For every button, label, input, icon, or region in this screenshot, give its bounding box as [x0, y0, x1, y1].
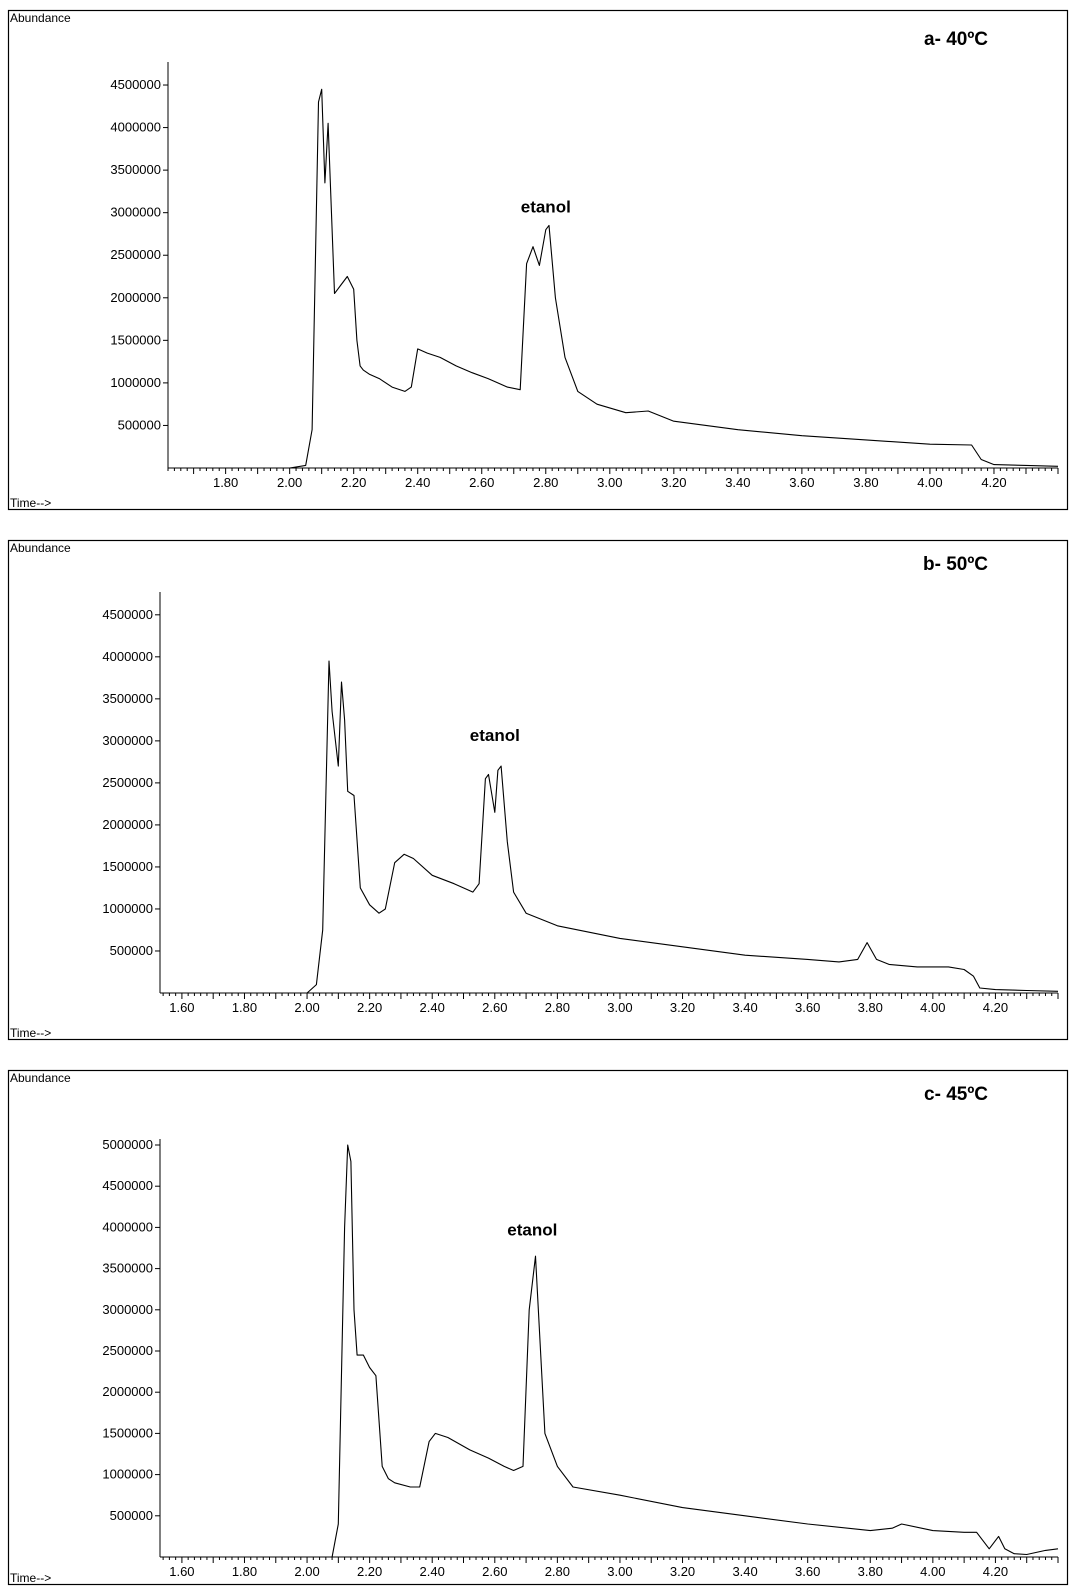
x-tick-label-b: 2.20	[357, 1000, 382, 1015]
x-tick-label-b: 3.80	[858, 1000, 883, 1015]
x-tick-label-c: 1.80	[232, 1564, 257, 1579]
x-tick-label-a: 3.60	[789, 475, 814, 490]
x-tick-label-b: 2.60	[482, 1000, 507, 1015]
chart-a-svg: Abundance Time--> a- 40ºC 500000 1000000 1500…	[7, 9, 1069, 511]
y-tick-label-a: 500000	[118, 417, 161, 432]
y-tick-label-a: 2500000	[110, 247, 161, 262]
chromatogram-panel-b: Abundance Time--> b- 50ºC 500000 1000000 1500…	[7, 539, 1069, 1041]
x-axis-label-c: Time-->	[10, 1571, 51, 1585]
x-tick-label-b: 3.40	[732, 1000, 757, 1015]
x-tick-label-a: 3.80	[853, 475, 878, 490]
chromatogram-trace-c	[160, 1144, 1059, 1558]
x-tick-label-c: 2.80	[545, 1564, 570, 1579]
y-tick-label-a: 4500000	[110, 77, 161, 92]
x-tick-label-b: 2.40	[420, 1000, 445, 1015]
x-tick-label-b: 3.00	[607, 1000, 632, 1015]
x-axis-label-b: Time-->	[10, 1026, 51, 1040]
x-axis-label-a: Time-->	[10, 496, 51, 510]
y-tick-label-b: 1000000	[102, 901, 153, 916]
x-tick-label-c: 3.40	[732, 1564, 757, 1579]
x-tick-label-a: 2.60	[469, 475, 494, 490]
x-tick-label-b: 1.60	[169, 1000, 194, 1015]
y-tick-label-a: 4000000	[110, 120, 161, 135]
peak-label-etanol-b: etanol	[470, 726, 520, 745]
x-tick-label-c: 2.00	[294, 1564, 319, 1579]
x-tick-label-c: 4.00	[920, 1564, 945, 1579]
y-tick-label-c: 1500000	[102, 1425, 153, 1440]
chromatogram-panel-a: Abundance Time--> a- 40ºC 500000 1000000 1500…	[7, 9, 1069, 511]
y-tick-label-a: 2000000	[110, 290, 161, 305]
chromatogram-panel-c: Abundance Time--> c- 45ºC 500000 1000000 1500…	[7, 1069, 1069, 1586]
y-tick-label-a: 3000000	[110, 205, 161, 220]
panel-a-frame	[7, 9, 1069, 511]
panel-title-a: a- 40ºC	[924, 29, 988, 50]
x-tick-label-b: 1.80	[232, 1000, 257, 1015]
x-tick-label-b: 2.80	[545, 1000, 570, 1015]
y-tick-label-a: 1500000	[110, 332, 161, 347]
y-tick-label-a: 1000000	[110, 375, 161, 390]
chart-b-svg: Abundance Time--> b- 50ºC 500000 1000000 1500…	[7, 539, 1069, 1041]
x-tick-label-c: 2.40	[420, 1564, 445, 1579]
x-tick-label-c: 1.60	[169, 1564, 194, 1579]
y-tick-label-b: 500000	[110, 943, 153, 958]
x-tick-label-c: 2.20	[357, 1564, 382, 1579]
x-tick-label-a: 2.00	[277, 475, 302, 490]
y-tick-label-c: 4500000	[102, 1178, 153, 1193]
y-tick-label-c: 5000000	[102, 1137, 153, 1152]
y-tick-label-b: 3500000	[102, 691, 153, 706]
panel-title-b: b- 50ºC	[923, 554, 988, 575]
panel-c-frame	[7, 1069, 1069, 1586]
y-tick-label-c: 4000000	[102, 1219, 153, 1234]
x-tick-label-c: 3.20	[670, 1564, 695, 1579]
y-tick-label-c: 3500000	[102, 1261, 153, 1276]
x-tick-label-a: 4.00	[917, 475, 942, 490]
x-tick-label-a: 2.20	[341, 475, 366, 490]
peak-label-etanol-a: etanol	[521, 198, 571, 217]
x-tick-label-c: 2.60	[482, 1564, 507, 1579]
x-tick-label-a: 4.20	[981, 475, 1006, 490]
x-tick-label-b: 2.00	[294, 1000, 319, 1015]
y-tick-label-c: 3000000	[102, 1302, 153, 1317]
y-axis-label-a: Abundance	[10, 11, 71, 25]
y-tick-label-c: 2500000	[102, 1343, 153, 1358]
x-tick-label-c: 4.20	[983, 1564, 1008, 1579]
chart-c-svg: Abundance Time--> c- 45ºC 500000 1000000 1500…	[7, 1069, 1069, 1586]
x-tick-label-a: 3.00	[597, 475, 622, 490]
y-tick-label-b: 4000000	[102, 649, 153, 664]
x-tick-label-b: 3.20	[670, 1000, 695, 1015]
x-tick-label-a: 1.80	[213, 475, 238, 490]
y-tick-label-c: 2000000	[102, 1384, 153, 1399]
chromatogram-trace-b	[160, 660, 1059, 994]
y-tick-label-c: 1000000	[102, 1467, 153, 1482]
panel-title-c: c- 45ºC	[924, 1084, 988, 1105]
x-tick-label-a: 3.20	[661, 475, 686, 490]
y-tick-label-b: 2500000	[102, 775, 153, 790]
y-tick-label-b: 3000000	[102, 733, 153, 748]
y-axis-label-c: Abundance	[10, 1071, 71, 1085]
x-tick-label-b: 4.20	[983, 1000, 1008, 1015]
x-tick-label-c: 3.80	[858, 1564, 883, 1579]
peak-label-etanol-c: etanol	[507, 1221, 557, 1240]
x-tick-label-b: 3.60	[795, 1000, 820, 1015]
x-tick-label-c: 3.00	[607, 1564, 632, 1579]
x-tick-label-c: 3.60	[795, 1564, 820, 1579]
y-tick-label-c: 500000	[110, 1508, 153, 1523]
y-axis-label-b: Abundance	[10, 541, 71, 555]
x-tick-label-a: 2.40	[405, 475, 430, 490]
x-tick-label-a: 3.40	[725, 475, 750, 490]
chromatogram-trace-a	[168, 88, 1059, 469]
x-tick-label-a: 2.80	[533, 475, 558, 490]
y-tick-label-b: 4500000	[102, 607, 153, 622]
x-tick-label-b: 4.00	[920, 1000, 945, 1015]
panel-b-frame	[7, 539, 1069, 1041]
y-tick-label-a: 3500000	[110, 162, 161, 177]
y-tick-label-b: 1500000	[102, 859, 153, 874]
y-tick-label-b: 2000000	[102, 817, 153, 832]
